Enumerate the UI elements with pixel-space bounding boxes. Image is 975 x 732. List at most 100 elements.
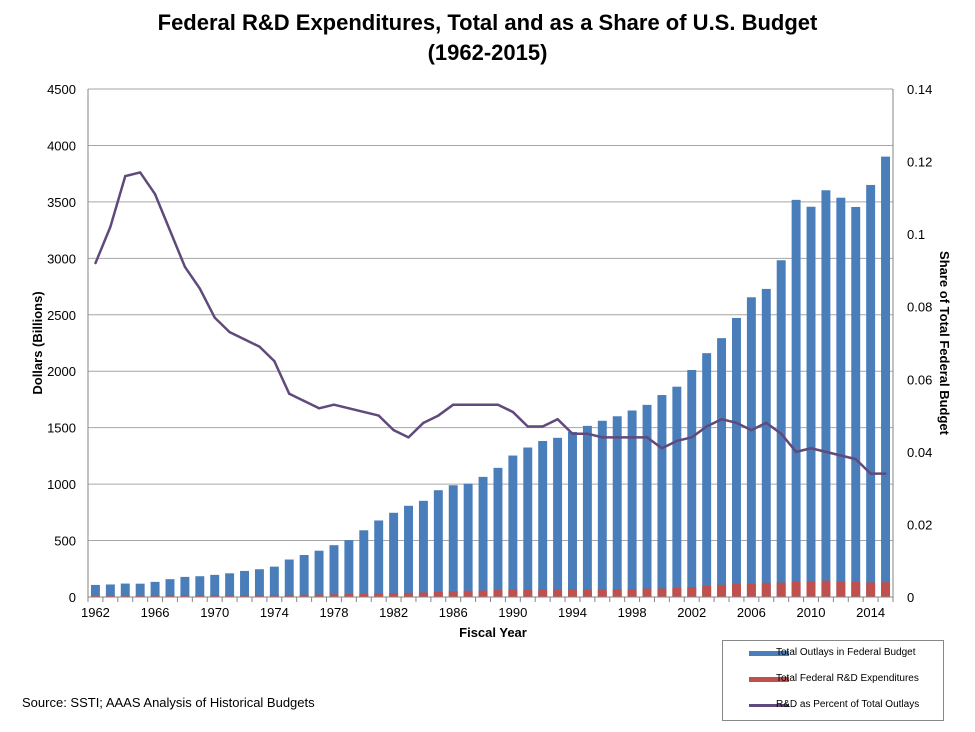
- bar-rd: [538, 589, 548, 597]
- share-point: [511, 410, 515, 414]
- bar-rd: [746, 583, 756, 597]
- bar-outlays: [687, 369, 697, 597]
- bar-outlays: [612, 416, 622, 597]
- share-point: [138, 171, 142, 174]
- share-point: [362, 410, 365, 414]
- legend-label-rd: Total Federal R&D Expenditures: [776, 673, 919, 684]
- x-tick-label: 1962: [81, 605, 110, 620]
- bar-rd: [821, 580, 831, 597]
- bar-rd: [165, 595, 175, 597]
- bar-outlays: [374, 520, 384, 597]
- share-point: [183, 265, 187, 268]
- y2-tick-label: 0.12: [907, 155, 932, 170]
- x-tick-label: 1982: [379, 605, 408, 620]
- bar-outlays: [717, 338, 727, 597]
- share-point: [153, 193, 157, 196]
- share-point: [332, 403, 336, 406]
- bar-rd: [195, 595, 205, 597]
- share-point: [824, 450, 828, 454]
- bar-outlays: [165, 579, 175, 597]
- y-tick-label: 4000: [47, 138, 76, 153]
- bar-outlays: [344, 540, 354, 597]
- share-point: [884, 472, 887, 475]
- bar-outlays: [150, 581, 160, 597]
- share-point: [407, 436, 410, 439]
- share-point: [809, 447, 813, 450]
- y-tick-label: 0: [69, 590, 76, 605]
- y2-tick-label: 0.04: [907, 445, 932, 460]
- share-point: [452, 403, 455, 406]
- share-point: [466, 403, 470, 406]
- bar-outlays: [582, 425, 592, 597]
- bar-rd: [627, 588, 637, 597]
- bar-rd: [642, 588, 652, 597]
- bar-outlays: [225, 573, 235, 597]
- chart-title-line-1: Federal R&D Expenditures, Total and as a…: [157, 10, 818, 35]
- bar-outlays: [642, 404, 652, 597]
- share-point: [571, 432, 574, 435]
- bar-outlays: [672, 386, 682, 597]
- bar-rd: [418, 592, 428, 597]
- bar-outlays: [478, 476, 488, 597]
- x-axis-title: Fiscal Year: [459, 625, 527, 640]
- bar-rd: [374, 593, 384, 597]
- share-point: [705, 425, 708, 428]
- share-point: [735, 421, 738, 425]
- legend-swatch-share: [749, 704, 789, 707]
- share-point: [630, 436, 634, 439]
- bar-rd: [105, 595, 115, 597]
- bar-outlays: [851, 206, 861, 598]
- y-tick-label: 3000: [47, 251, 76, 266]
- bar-rd: [254, 595, 264, 597]
- share-point: [779, 432, 783, 435]
- bar-outlays: [284, 559, 294, 597]
- bar-outlays: [105, 584, 115, 597]
- y-tick-label: 2000: [47, 364, 76, 379]
- share-point: [765, 421, 768, 425]
- bar-outlays: [881, 156, 891, 598]
- share-point: [690, 436, 693, 439]
- bar-outlays: [195, 576, 205, 597]
- bar-rd: [240, 595, 249, 597]
- x-tick-label: 1990: [498, 605, 527, 620]
- bar-outlays: [821, 190, 831, 597]
- share-point: [288, 392, 291, 395]
- bar-rd: [493, 590, 503, 597]
- share-line-layer: [94, 171, 887, 475]
- bar-outlays: [538, 440, 548, 597]
- bar-rd: [359, 593, 369, 597]
- x-tick-label: 1966: [141, 605, 170, 620]
- share-point: [675, 439, 679, 443]
- share-point: [556, 418, 559, 421]
- bar-rd: [180, 595, 190, 597]
- bar-rd: [90, 595, 100, 597]
- bar-outlays: [314, 550, 324, 597]
- y-tick-label: 1000: [47, 477, 76, 492]
- bar-outlays: [568, 431, 577, 597]
- bar-outlays: [433, 490, 443, 597]
- bars: [90, 156, 891, 598]
- bar-outlays: [746, 297, 756, 597]
- bar-outlays: [866, 184, 876, 597]
- y2-tick-label: 0.1: [907, 227, 925, 242]
- bar-outlays: [657, 395, 667, 597]
- bar-outlays: [627, 410, 637, 597]
- bar-outlays: [299, 555, 309, 597]
- bar-rd: [672, 587, 682, 597]
- legend-label-outlays: Total Outlays in Federal Budget: [776, 647, 916, 658]
- bar-outlays: [329, 545, 339, 597]
- y2-tick-label: 0.02: [907, 517, 932, 532]
- bar-rd: [269, 594, 279, 597]
- legend-label-share: R&D as Percent of Total Outlays: [776, 699, 920, 710]
- bar-rd: [582, 589, 592, 597]
- bar-outlays: [463, 483, 473, 597]
- share-point: [168, 229, 172, 232]
- bar-outlays: [120, 583, 130, 597]
- share-point: [541, 425, 544, 428]
- bar-rd: [225, 595, 235, 597]
- bar-rd: [791, 581, 801, 597]
- legend-item-share: R&D as Percent of Total Outlays: [723, 695, 943, 715]
- share-point: [94, 261, 97, 265]
- bar-rd: [597, 589, 607, 597]
